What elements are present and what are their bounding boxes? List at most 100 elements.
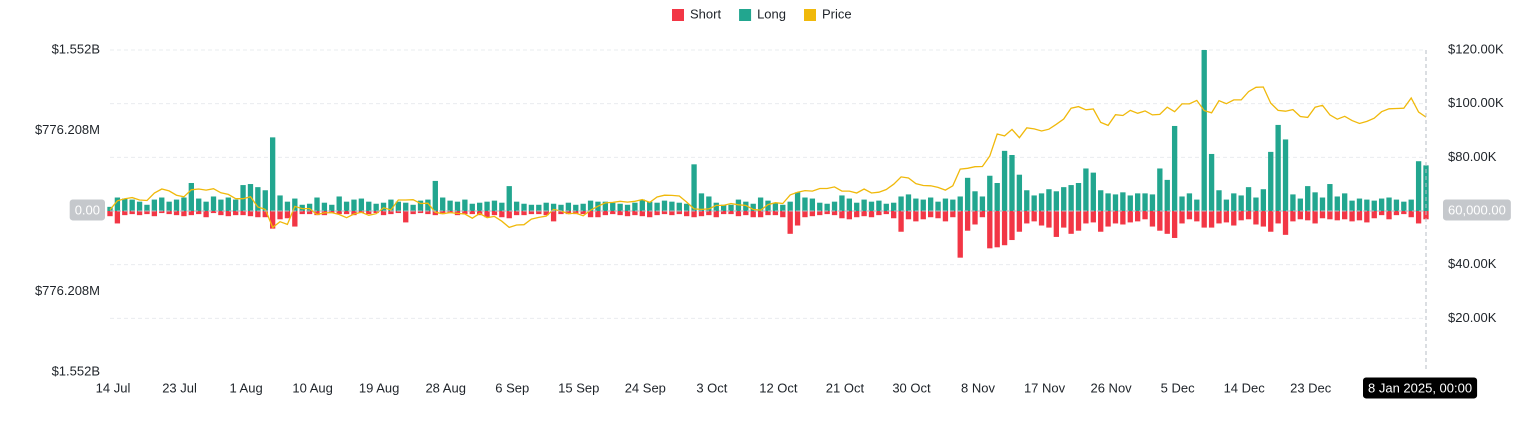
bar xyxy=(558,204,564,211)
bar xyxy=(218,199,224,211)
bar xyxy=(861,211,867,217)
x-tick-label: 24 Sep xyxy=(625,380,666,395)
bar xyxy=(1327,211,1333,220)
bar xyxy=(972,191,978,211)
bar xyxy=(1157,168,1163,211)
bar xyxy=(299,204,305,211)
bar xyxy=(868,211,875,218)
bar xyxy=(691,211,697,218)
bar xyxy=(743,201,749,211)
bar xyxy=(1112,211,1119,224)
legend-label: Short xyxy=(690,6,721,21)
bar xyxy=(994,182,1000,211)
bar xyxy=(632,211,638,216)
price-line xyxy=(109,86,1427,229)
bar xyxy=(1275,124,1281,211)
bar xyxy=(735,211,742,217)
bar xyxy=(1164,179,1170,211)
bar xyxy=(233,211,239,216)
bar xyxy=(506,186,512,211)
y2-tick-label: $20.00K xyxy=(1448,310,1497,325)
bar xyxy=(1231,211,1237,226)
x-tick-label: 19 Aug xyxy=(359,380,400,395)
bar xyxy=(1016,211,1023,232)
bar xyxy=(210,196,217,211)
bar xyxy=(440,197,446,211)
bar xyxy=(1386,197,1392,211)
bar xyxy=(684,211,690,217)
bar xyxy=(188,182,194,211)
bar xyxy=(1268,151,1274,211)
bar xyxy=(787,201,793,211)
bar xyxy=(469,211,475,215)
legend-swatch xyxy=(739,9,752,21)
bar xyxy=(831,201,838,211)
bar xyxy=(891,211,897,219)
bar xyxy=(550,203,557,211)
bar xyxy=(817,202,823,211)
bar xyxy=(1208,211,1215,228)
bar xyxy=(159,211,165,214)
bar xyxy=(602,211,609,216)
bar xyxy=(336,211,342,215)
bar xyxy=(1186,193,1193,211)
bar xyxy=(1046,189,1052,211)
bar xyxy=(1260,189,1267,211)
x-tick-label: 23 Dec xyxy=(1290,380,1332,395)
bar xyxy=(166,211,172,215)
x-tick-label: 23 Jul xyxy=(162,380,197,395)
bar xyxy=(114,197,121,211)
bar xyxy=(262,211,268,218)
bar xyxy=(1297,198,1303,211)
bar xyxy=(743,211,749,216)
bar xyxy=(580,203,586,211)
bar xyxy=(1238,211,1244,221)
bar xyxy=(824,203,830,211)
bar xyxy=(691,164,697,211)
bar xyxy=(543,211,549,216)
bar xyxy=(1053,211,1059,237)
bar xyxy=(1201,50,1207,211)
x-tick-label: 5 Dec xyxy=(1161,380,1195,395)
bar xyxy=(883,203,889,211)
bar xyxy=(314,197,320,211)
bar xyxy=(883,211,889,215)
bar xyxy=(750,203,756,211)
bar xyxy=(1142,211,1148,220)
bar xyxy=(203,211,209,218)
bar xyxy=(388,211,394,215)
bar xyxy=(1290,211,1296,222)
bar xyxy=(1016,174,1023,211)
bar xyxy=(188,211,194,216)
bar xyxy=(513,211,520,216)
bar xyxy=(210,211,217,214)
bar xyxy=(373,211,379,214)
bar xyxy=(1149,194,1156,211)
bar xyxy=(698,193,705,211)
bar xyxy=(639,211,645,217)
bar xyxy=(602,201,609,211)
bar xyxy=(802,211,808,218)
bar xyxy=(410,204,416,211)
bar xyxy=(1290,194,1296,211)
bar xyxy=(854,211,860,218)
bar xyxy=(1024,211,1030,224)
bar xyxy=(225,197,231,211)
bar xyxy=(720,204,727,211)
bar xyxy=(898,196,904,211)
legend-label: Price xyxy=(822,6,852,21)
bar xyxy=(987,175,993,211)
bar xyxy=(151,199,158,211)
bar xyxy=(173,199,180,211)
bar xyxy=(558,211,564,215)
bar xyxy=(817,211,823,216)
bar xyxy=(107,211,113,217)
bar xyxy=(129,211,135,215)
bar xyxy=(1046,211,1052,228)
bar xyxy=(1268,211,1274,232)
bar xyxy=(1061,211,1067,228)
bar xyxy=(277,195,283,211)
y-tick-label: $1.552B xyxy=(52,41,100,56)
bar xyxy=(824,211,830,215)
